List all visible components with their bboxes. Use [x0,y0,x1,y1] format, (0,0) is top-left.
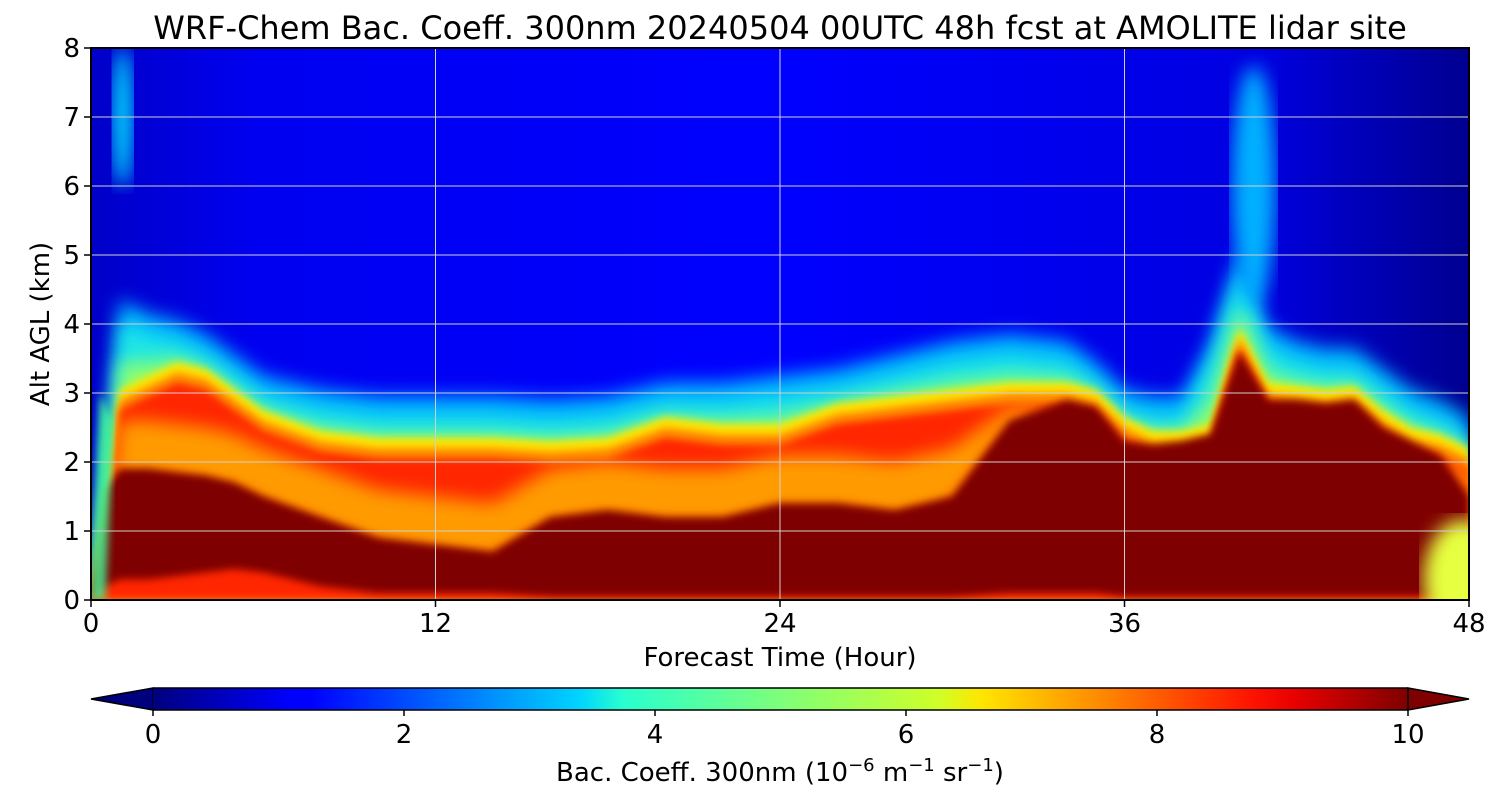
chart-title: WRF-Chem Bac. Coeff. 300nm 20240504 00UT… [153,9,1407,47]
colorbar-tick-label: 0 [145,720,162,750]
y-tick-label: 0 [63,586,80,616]
y-tick-label: 6 [63,172,80,202]
y-tick-label: 8 [63,34,80,64]
y-tick-label: 3 [63,379,80,409]
y-tick-label: 4 [63,310,80,340]
x-tick-label: 0 [83,609,100,639]
plot-area [91,48,1469,600]
colorbar-ticks: 0 2 4 6 8 10 [145,710,1425,750]
x-tick-label: 12 [419,609,452,639]
colorbar-tick-label: 10 [1391,720,1424,750]
colorbar-tick-label: 8 [1149,720,1166,750]
colorbar-gradient [153,688,1408,710]
field-right-surface-patch [1423,519,1469,600]
colorbar-tick-label: 6 [898,720,915,750]
colorbar-tick-label: 4 [647,720,664,750]
x-axis: 0 12 24 36 48 [83,600,1486,639]
y-tick-label: 7 [63,103,80,133]
y-axis-label: Alt AGL (km) [26,242,56,406]
y-tick-label: 2 [63,448,80,478]
y-axis: 0 1 2 3 4 5 6 7 8 [63,34,91,616]
colorbar-tick-label: 2 [396,720,413,750]
x-tick-label: 36 [1108,609,1141,639]
x-axis-label: Forecast Time (Hour) [643,643,916,673]
x-tick-label: 24 [763,609,796,639]
y-tick-label: 5 [63,241,80,271]
colorbar-extend-high [1407,687,1470,711]
field-left-edge [91,393,114,600]
x-tick-label: 48 [1452,609,1485,639]
colorbar: 0 2 4 6 8 10 Bac. Coeff. 300nm (10−6 m−1 sr−1… [90,687,1470,788]
grid [91,48,1469,600]
y-tick-label: 1 [63,517,80,547]
colorbar-label: Bac. Coeff. 300nm (10−6 m−1 sr−1) [556,755,1004,788]
colorbar-extend-low [90,687,154,711]
